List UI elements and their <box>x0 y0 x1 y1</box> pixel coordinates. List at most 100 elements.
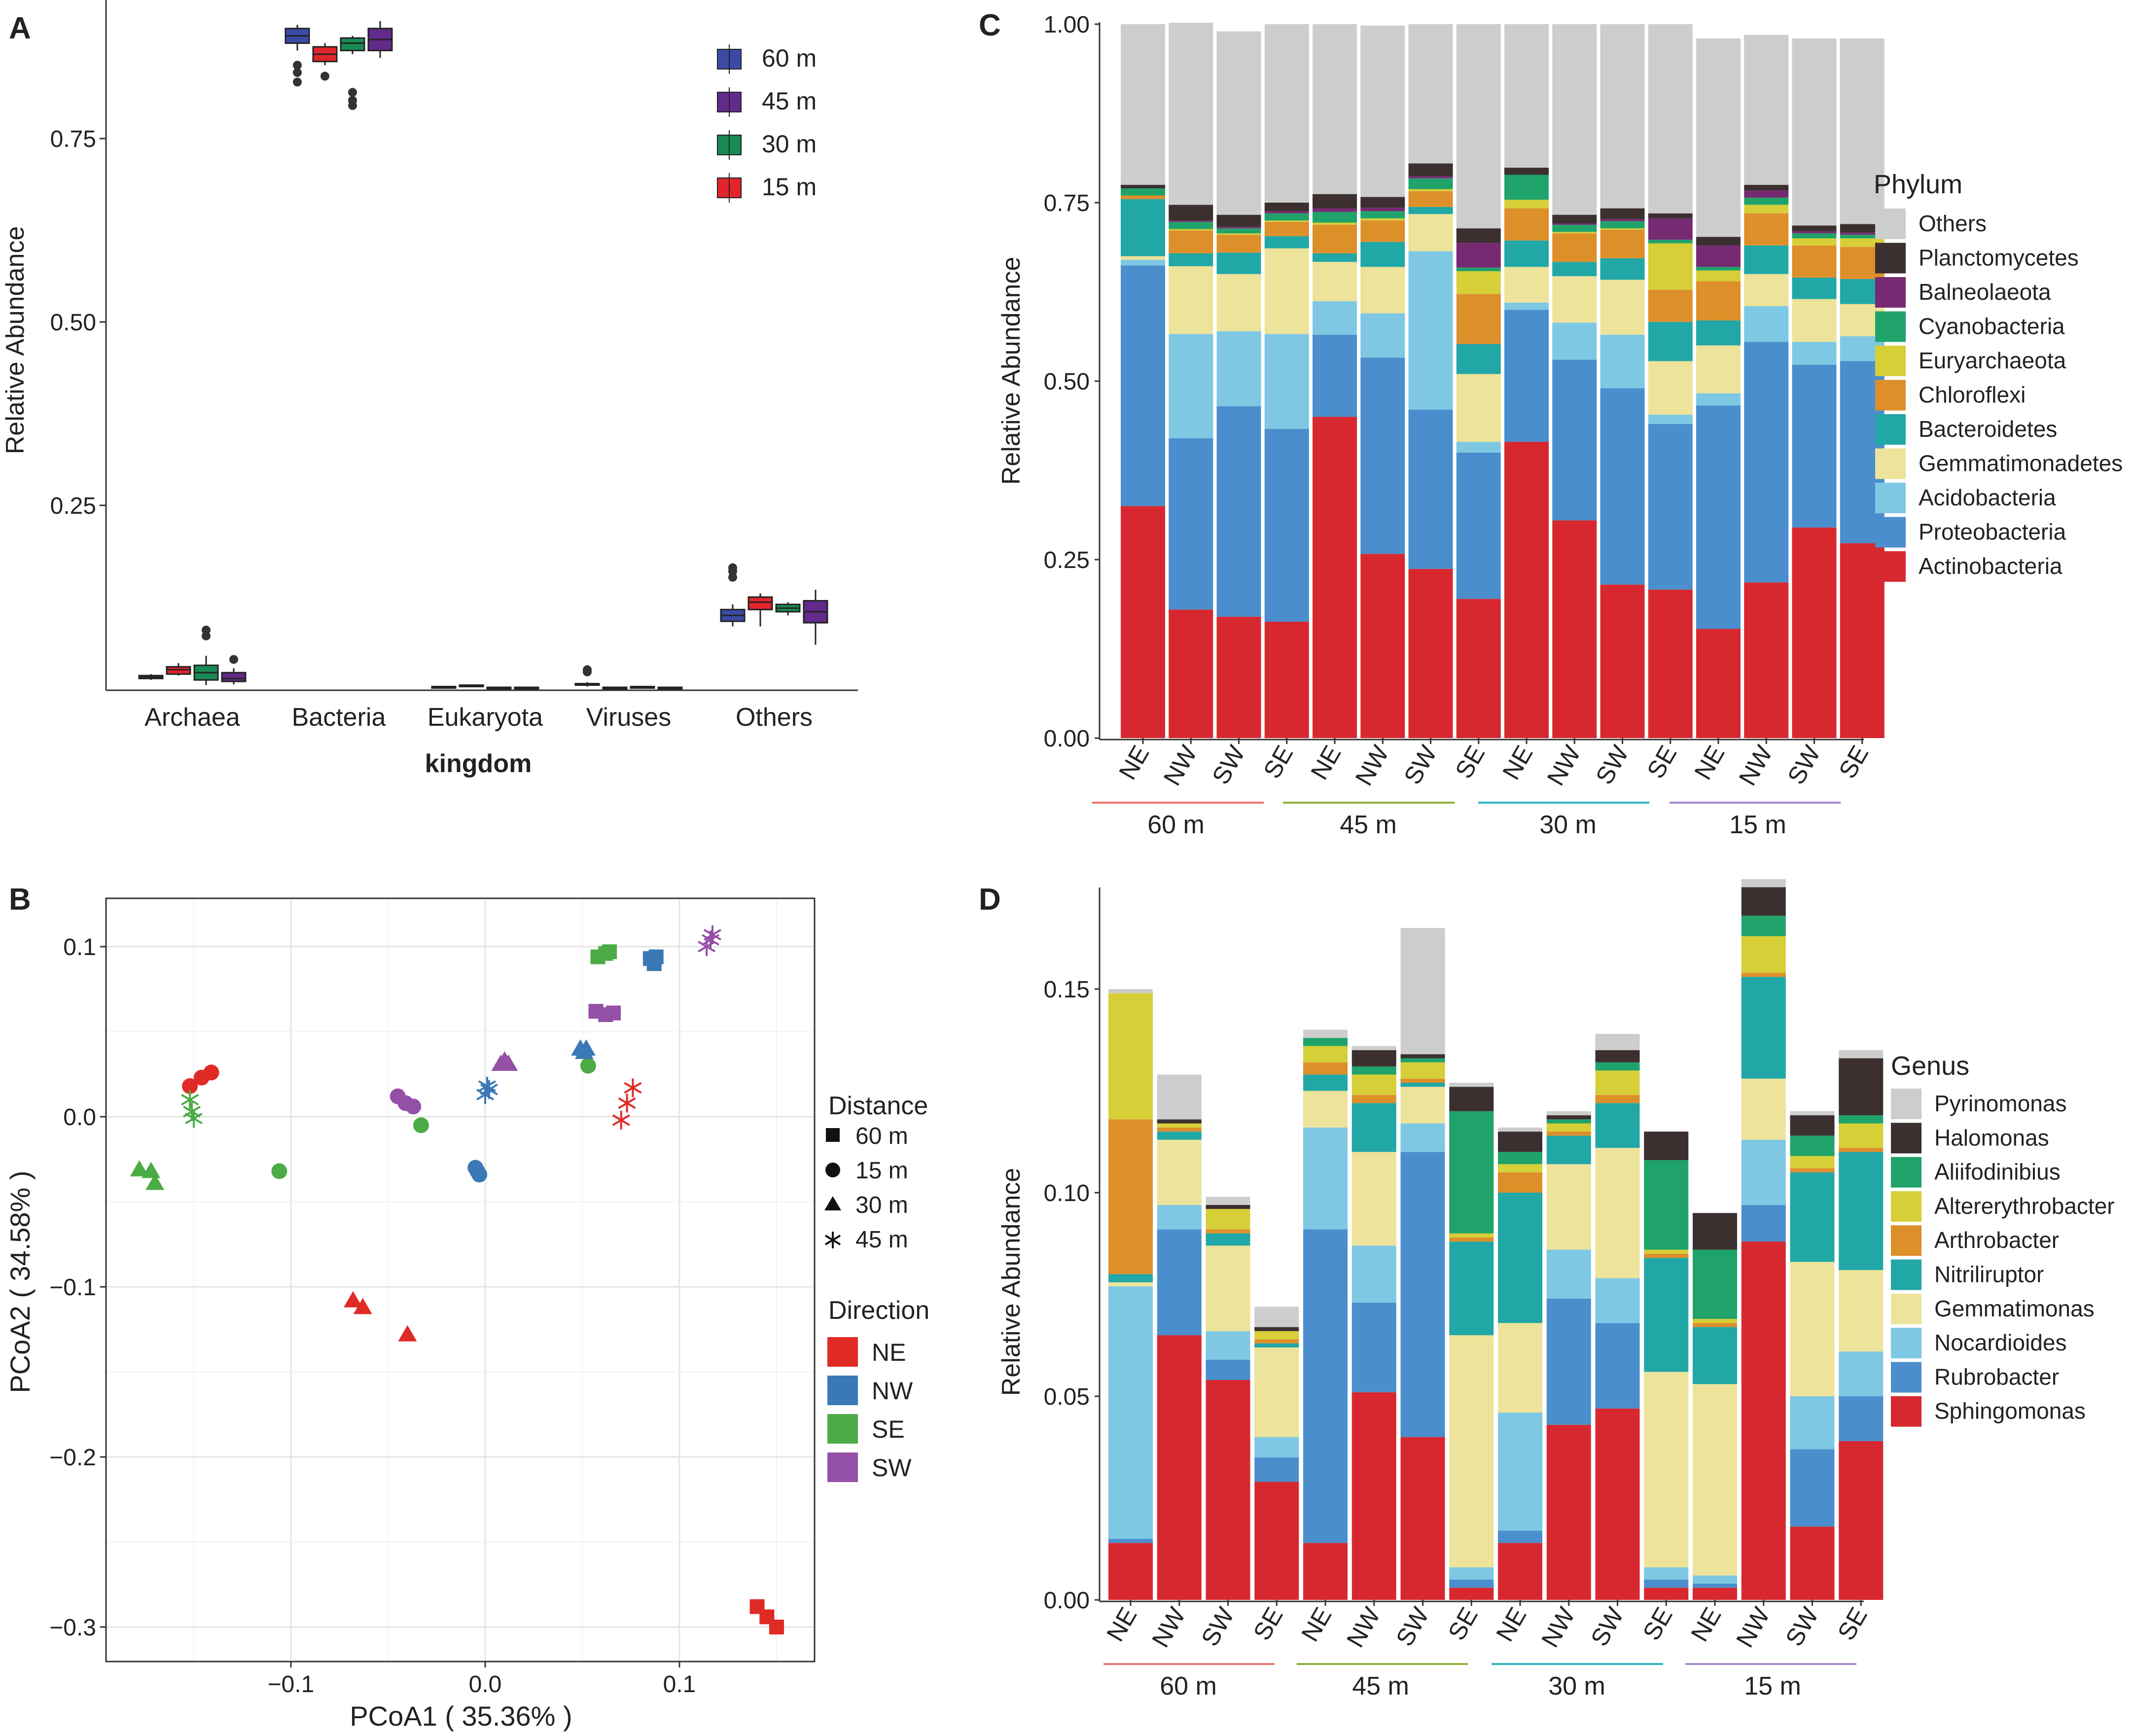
bar-seg-halomonas <box>1157 1119 1202 1124</box>
bar-seg-altererythrobacter <box>1741 936 1786 973</box>
bar-seg-balneolaeota <box>1744 190 1789 198</box>
bar-seg-others <box>1121 24 1165 185</box>
bar-seg-bacteroidetes <box>1792 278 1837 299</box>
bar-seg-gemmatimonas <box>1352 1152 1396 1246</box>
bar-seg-nitriliruptor <box>1790 1172 1835 1262</box>
bar-seg-acidobacteria <box>1600 334 1645 389</box>
box-outlier <box>728 572 737 582</box>
bar-seg-rubrobacter <box>1790 1449 1835 1527</box>
point-ne-30m <box>398 1325 417 1342</box>
panel-a-xtick-label: Others <box>736 703 813 732</box>
bar-seg-rubrobacter <box>1741 1205 1786 1242</box>
legend-key-se <box>827 1414 858 1444</box>
xtick-label: NW <box>1734 741 1778 790</box>
bar-seg-altererythrobacter <box>1400 1062 1445 1079</box>
bar-seg-altererythrobacter <box>1693 1319 1737 1323</box>
bar-seg-pyrinomonas <box>1595 1033 1640 1050</box>
bar-seg-chloroflexi <box>1504 208 1549 241</box>
bar-seg-gemmatimonadetes <box>1360 267 1405 314</box>
bar-seg-cyanobacteria <box>1648 240 1693 244</box>
point-nw-30m <box>576 1039 596 1056</box>
bar-seg-rubrobacter <box>1839 1396 1884 1441</box>
bar-seg-planctomycetes <box>1360 197 1405 208</box>
panel-b-ytick-label: 0.1 <box>63 934 96 960</box>
panel-d-ytick-label: 0.00 <box>1044 1588 1090 1614</box>
bar-seg-acidobacteria <box>1696 393 1741 406</box>
bar-seg-rubrobacter <box>1546 1298 1591 1425</box>
bar-seg-altererythrobacter <box>1206 1209 1250 1230</box>
box-outlier <box>229 655 238 664</box>
bar-seg-bacteroidetes <box>1552 262 1597 277</box>
bar-seg-euryarchaeota <box>1456 271 1501 294</box>
panel-d: D Relative Abundance 0.00 0.05 0.10 0.15… <box>979 879 2115 1701</box>
xtick-label: SW <box>1585 1602 1629 1651</box>
bar-seg-aliifodinibius <box>1693 1249 1737 1319</box>
box-45m <box>221 672 247 682</box>
bar-seg-gemmatimonas <box>1644 1372 1689 1567</box>
legend-key-sphingomonas <box>1891 1396 1921 1427</box>
legend-key-nocardioides <box>1891 1328 1921 1359</box>
bar-seg-sphingomonas <box>1546 1424 1591 1600</box>
bar-seg-planctomycetes <box>1792 225 1837 231</box>
panel-d-label: D <box>979 883 1001 917</box>
bar-seg-gemmatimonadetes <box>1504 267 1549 303</box>
bar-seg-arthrobacter <box>1254 1339 1299 1344</box>
group-label: 30 m <box>1548 1672 1605 1701</box>
bar-seg-gemmatimonas <box>1546 1164 1591 1250</box>
bar-seg-nocardioides <box>1108 1286 1153 1539</box>
bar-seg-rubrobacter <box>1693 1583 1737 1588</box>
bar-seg-others <box>1313 24 1357 194</box>
bar-seg-cyanobacteria <box>1456 267 1501 272</box>
bar-seg-gemmatimonadetes <box>1264 248 1309 334</box>
point-ne-15m <box>203 1064 219 1081</box>
bar-seg-halomonas <box>1644 1132 1689 1160</box>
legend-title-direction: Direction <box>828 1296 929 1325</box>
bar-seg-balneolaeota <box>1696 245 1741 267</box>
legend-label: NW <box>872 1377 913 1405</box>
legend-key-halomonas <box>1891 1123 1921 1154</box>
xtick-label: SE <box>1443 1603 1483 1645</box>
legend-key-gemmatimonadetes <box>1875 448 1906 479</box>
bar-seg-sphingomonas <box>1157 1335 1202 1600</box>
bar-seg-nocardioides <box>1449 1567 1494 1580</box>
bar-seg-planctomycetes <box>1456 228 1501 243</box>
bar-seg-nitriliruptor <box>1254 1343 1299 1347</box>
legend-key-actinobacteria <box>1875 551 1906 582</box>
point-se-60m <box>602 944 617 959</box>
bar-seg-gemmatimonas <box>1790 1262 1835 1396</box>
bar-seg-altererythrobacter <box>1839 1123 1884 1148</box>
panel-d-ytick-label: 0.05 <box>1044 1384 1090 1410</box>
bar-seg-sphingomonas <box>1206 1380 1250 1600</box>
bar-seg-acidobacteria <box>1456 442 1501 453</box>
xtick-label: SW <box>1590 741 1634 789</box>
bar-seg-acidobacteria <box>1169 334 1213 438</box>
bar-seg-planctomycetes <box>1648 213 1693 218</box>
bar-seg-proteobacteria <box>1408 409 1453 569</box>
point-ne-30m <box>353 1298 372 1314</box>
point-se-15m <box>413 1117 429 1134</box>
bar-seg-sphingomonas <box>1400 1437 1445 1600</box>
bar-seg-chloroflexi <box>1744 213 1789 246</box>
point-nw-60m <box>648 949 664 964</box>
bar-seg-others <box>1408 24 1453 164</box>
point-ne-45m <box>624 1078 642 1098</box>
bar-seg-cyanobacteria <box>1552 224 1597 232</box>
bar-seg-aliifodinibius <box>1595 1062 1640 1071</box>
bar-seg-arthrobacter <box>1449 1237 1494 1242</box>
xtick-label: SE <box>1248 1603 1288 1645</box>
legend-key-arthrobacter <box>1891 1225 1921 1256</box>
legend-key-gemmatimonas <box>1891 1293 1921 1324</box>
bar-seg-planctomycetes <box>1169 205 1213 221</box>
bar-seg-gemmatimonadetes <box>1408 214 1453 251</box>
xtick-label: NE <box>1685 1603 1726 1646</box>
bar-seg-balneolaeota <box>1360 208 1405 212</box>
panel-b: B 0.1 0.0 −0.1 −0.2 −0.3 −0.1 0.0 0.1 PC… <box>4 883 929 1732</box>
panel-c-label: C <box>979 8 1001 42</box>
bar-seg-nitriliruptor <box>1693 1327 1737 1384</box>
xtick-label: SE <box>1450 741 1490 783</box>
point-se-30m <box>145 1173 165 1190</box>
bar-seg-actinobacteria <box>1216 616 1261 738</box>
bar-seg-arthrobacter <box>1790 1168 1835 1172</box>
bar-seg-rubrobacter <box>1400 1152 1445 1437</box>
bar-seg-proteobacteria <box>1552 359 1597 521</box>
